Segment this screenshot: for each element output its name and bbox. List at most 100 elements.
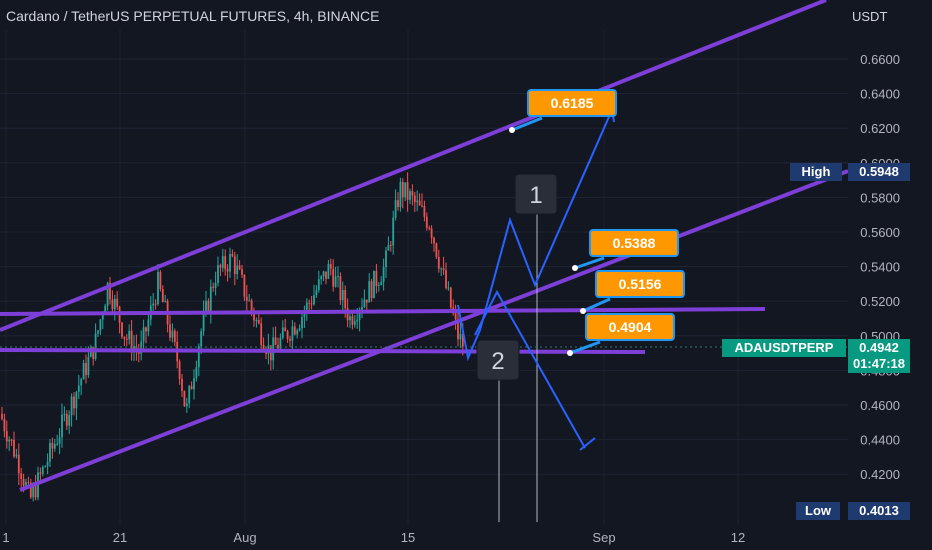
candle-body <box>327 263 330 279</box>
x-tick-label: Sep <box>592 530 615 545</box>
candle-body <box>449 287 452 308</box>
candle-body <box>65 414 68 426</box>
price-callout-box <box>585 313 675 341</box>
price-axis-unit: USDT <box>852 9 887 24</box>
candle-body <box>315 290 318 296</box>
candle-body <box>442 268 445 271</box>
candle-body <box>20 473 23 479</box>
candle-body <box>193 378 195 390</box>
candle-body <box>291 326 294 341</box>
candle-body <box>368 281 371 303</box>
candle-body <box>25 482 27 486</box>
candle-body <box>351 316 354 325</box>
price-tag-label: ADAUSDTPERP <box>735 340 834 355</box>
candle-body <box>147 319 150 332</box>
candle-body <box>140 341 143 354</box>
candle-body <box>56 443 59 445</box>
callout-anchor-point <box>509 127 515 133</box>
x-tick-label: Aug <box>233 530 256 545</box>
candle-body <box>80 379 83 386</box>
candle-body <box>221 256 224 268</box>
price-callout-label: 0.5156 <box>619 276 662 292</box>
candle-body <box>8 439 11 442</box>
price-tag-value: 0.4013 <box>859 503 899 518</box>
y-tick-label: 0.4600 <box>860 398 900 413</box>
candle-body <box>389 244 392 246</box>
candle-body <box>346 308 349 321</box>
y-tick-label: 0.6600 <box>860 52 900 67</box>
candle-body <box>17 454 20 474</box>
candle-body <box>217 265 219 283</box>
candle-body <box>92 346 95 360</box>
candle-body <box>219 265 222 268</box>
candle-body <box>344 289 347 309</box>
candle-body <box>392 217 395 246</box>
candle-body <box>370 281 373 299</box>
candle-body <box>27 482 30 484</box>
candle-body <box>245 296 248 301</box>
candle-body <box>437 257 440 269</box>
y-tick-label: 0.4400 <box>860 433 900 448</box>
callout-leader <box>511 116 543 132</box>
y-tick-label: 0.5200 <box>860 294 900 309</box>
candle-body <box>361 307 363 311</box>
time-axis: 1 21 Aug 15 Sep 12 <box>2 530 745 545</box>
candle-body <box>433 237 435 244</box>
candle-body <box>293 326 296 335</box>
candle-body <box>68 415 71 426</box>
candle-body <box>425 216 428 228</box>
price-tag-value: 0.4942 <box>859 340 899 355</box>
candle-body <box>209 286 212 312</box>
callout-anchor-point <box>572 265 578 271</box>
candle-body <box>428 227 431 229</box>
y-tick-label: 0.5400 <box>860 260 900 275</box>
candle-body <box>94 333 97 360</box>
price-axis: 0.66000.64000.62000.60000.58000.56000.54… <box>852 9 900 482</box>
candle-body <box>159 272 162 290</box>
candle-body <box>394 200 397 218</box>
candle-body <box>329 263 332 269</box>
candle-body <box>173 330 176 342</box>
bullish-projection-path <box>457 109 613 362</box>
candle-body <box>41 466 44 474</box>
candle-body <box>29 482 32 498</box>
candle-body <box>1 413 3 420</box>
callout-anchor-point <box>580 308 586 314</box>
candle-body <box>10 439 13 441</box>
y-tick-label: 0.5600 <box>860 225 900 240</box>
candle-body <box>255 320 258 322</box>
candle-body <box>224 256 227 269</box>
price-tag-label-bg <box>796 502 840 520</box>
candle-body <box>363 299 366 308</box>
candle-body <box>116 298 119 307</box>
candle-body <box>413 195 416 203</box>
candle-body <box>22 478 25 486</box>
y-tick-label: 0.6200 <box>860 121 900 136</box>
candle-body <box>241 269 243 275</box>
candle-body <box>286 331 289 339</box>
candle-body <box>109 282 111 300</box>
candle-body <box>233 256 236 275</box>
candle-body <box>39 472 42 474</box>
candle-body <box>298 328 301 331</box>
candle-body <box>317 279 320 291</box>
candle-body <box>101 314 104 320</box>
candle-body <box>106 282 109 306</box>
candle-body <box>125 338 128 340</box>
candle-body <box>5 431 8 442</box>
candles <box>1 172 464 502</box>
candle-body <box>277 344 279 349</box>
price-tag-label: Low <box>805 503 832 518</box>
candle-body <box>152 303 155 306</box>
callout-leader <box>582 297 611 313</box>
candle-body <box>385 250 387 268</box>
candle-body <box>85 363 87 376</box>
y-tick-label: 0.6400 <box>860 87 900 102</box>
price-tag-label-bg <box>722 339 846 357</box>
candle-body <box>435 243 438 258</box>
candle-body <box>334 276 337 287</box>
candle-body <box>75 391 78 409</box>
y-tick-label: 0.5800 <box>860 190 900 205</box>
